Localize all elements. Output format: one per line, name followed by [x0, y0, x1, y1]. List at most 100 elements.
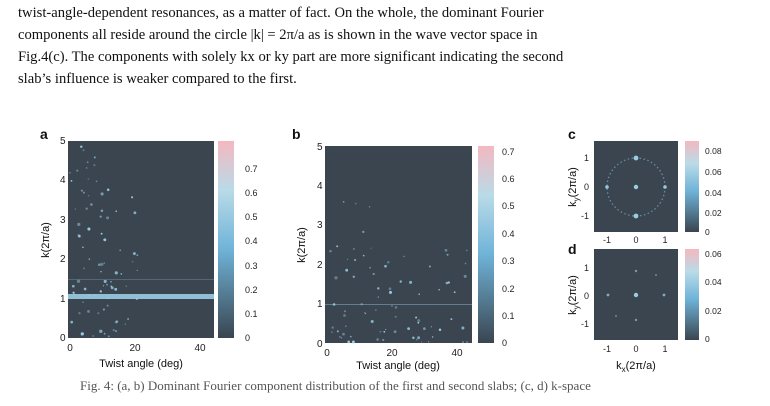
- heatmap-speck: [93, 294, 96, 297]
- heatmap-speck: [83, 287, 87, 291]
- heatmap-speck: [391, 305, 393, 307]
- body-paragraph: twist-angle-dependent resonances, as a m…: [18, 2, 756, 90]
- heatmap-speck: [453, 291, 456, 294]
- heatmap-speck: [342, 201, 345, 203]
- heatmap-speck: [409, 280, 413, 284]
- heatmap-speck: [114, 320, 118, 324]
- heatmap-speck: [407, 327, 411, 331]
- heatmap-speck: [125, 285, 127, 287]
- heatmap-speck: [331, 331, 333, 333]
- panel-c-xticks: -1 0 1: [603, 235, 668, 245]
- cbar-tick: 0.3: [245, 261, 258, 271]
- xtick-label: 20: [129, 343, 141, 354]
- heatmap-speck: [120, 273, 123, 275]
- ytick-label: 5: [317, 142, 323, 153]
- ytick-label: 1: [317, 299, 323, 310]
- cbar-tick: 0.1: [502, 311, 515, 321]
- panel-d-colorbar: [685, 249, 699, 340]
- cbar-tick: 0.7: [502, 147, 515, 157]
- heatmap-speck: [362, 254, 365, 257]
- cbar-tick: 0.08: [705, 146, 722, 156]
- heatmap-speck: [336, 330, 339, 333]
- heatmap-speck: [417, 336, 421, 340]
- ytick-label: 0: [317, 339, 323, 350]
- heatmap-speck: [99, 290, 102, 293]
- heatmap-speck: [95, 180, 98, 183]
- heatmap-speck: [377, 287, 380, 290]
- cbar-tick: 0.6: [245, 188, 258, 198]
- heatmap-speck: [93, 156, 96, 159]
- cbar-tick: 0: [245, 333, 250, 343]
- panel-d-xlabel: kx(2π/a): [616, 360, 656, 374]
- panel-c-label: c: [568, 128, 576, 142]
- cbar-tick: 0.5: [502, 201, 515, 211]
- heatmap-speck: [112, 329, 115, 332]
- cbar-tick: 0: [502, 338, 507, 348]
- cbar-tick: 0.06: [705, 249, 722, 259]
- heatmap-speck: [332, 303, 336, 306]
- heatmap-speck: [86, 167, 88, 169]
- heatmap-speck: [72, 291, 75, 294]
- heatmap-speck: [74, 208, 77, 210]
- xtick-label: 40: [451, 348, 463, 359]
- heatmap-speck: [427, 341, 430, 343]
- panel-b-colorbar-ticks: 0 0.1 0.2 0.3 0.4 0.5 0.6 0.7: [502, 147, 515, 348]
- heatmap-speck: [446, 253, 449, 256]
- heatmap-speck: [87, 178, 89, 180]
- heatmap-speck: [88, 294, 91, 297]
- heatmap-speck: [438, 328, 442, 332]
- ytick-label: 4: [60, 175, 66, 186]
- kspace-spot: [605, 185, 609, 189]
- cbar-tick: 0.6: [502, 174, 515, 184]
- figure-4: a 0 1 2 3 4 5 0 20 40 Twist angle (deg) …: [0, 128, 770, 388]
- panel-a-ylabel: k(2π/a): [40, 222, 52, 258]
- heatmap-speck: [343, 314, 346, 317]
- heatmap-speck: [99, 215, 102, 218]
- heatmap-speck: [131, 261, 134, 263]
- heatmap-speck: [131, 196, 134, 199]
- panel-d-ylabel: ky(2π/a): [567, 275, 581, 315]
- heatmap-speck: [114, 271, 118, 275]
- ytick-label: 2: [317, 260, 323, 271]
- panel-b-colorbar: [478, 146, 494, 343]
- heatmap-speck: [99, 329, 103, 333]
- heatmap-speck: [78, 312, 81, 315]
- heatmap-speck: [82, 301, 84, 303]
- heatmap-speck: [97, 263, 101, 267]
- heatmap-speck: [103, 262, 106, 264]
- ytick-label: 1: [60, 294, 66, 305]
- heatmap-speck: [110, 286, 114, 290]
- heatmap-speck: [73, 293, 76, 296]
- panel-d-yticks: 1 0 -1: [581, 263, 589, 329]
- paragraph-line: Fig.4(c). The components with solely kx …: [18, 49, 564, 65]
- heatmap-speck: [445, 281, 449, 285]
- panel-a-faint-band: [68, 279, 214, 280]
- heatmap-speck: [136, 254, 139, 257]
- heatmap-speck: [102, 285, 105, 287]
- panel-b-label: b: [292, 128, 301, 142]
- heatmap-speck: [80, 189, 83, 192]
- heatmap-speck: [107, 297, 110, 300]
- xtick-label: 1: [662, 235, 667, 245]
- heatmap-speck: [135, 298, 138, 301]
- heatmap-speck: [136, 269, 138, 272]
- panel-d-colorbar-ticks: 0 0.02 0.04 0.06: [705, 249, 722, 344]
- heatmap-speck: [85, 207, 88, 210]
- ytick-label: 4: [317, 181, 323, 192]
- cbar-tick: 0.04: [705, 277, 722, 287]
- ytick-label: 0: [584, 182, 589, 192]
- panel-b-xlabel: Twist angle (deg): [356, 360, 440, 372]
- heatmap-speck: [342, 332, 345, 336]
- kspace-spot: [662, 293, 666, 297]
- panel-c-yticks: 1 0 -1: [581, 153, 589, 221]
- kspace-spot: [633, 184, 639, 190]
- xtick-label: 0: [633, 235, 638, 245]
- kspace-spot: [655, 274, 657, 276]
- heatmap-speck: [376, 338, 379, 341]
- cbar-tick: 0.06: [705, 167, 722, 177]
- panel-c-scatter: [605, 155, 667, 219]
- heatmap-speck: [124, 323, 127, 325]
- heatmap-speck: [420, 341, 423, 343]
- heatmap-speck: [70, 180, 73, 182]
- heatmap-speck: [102, 308, 105, 311]
